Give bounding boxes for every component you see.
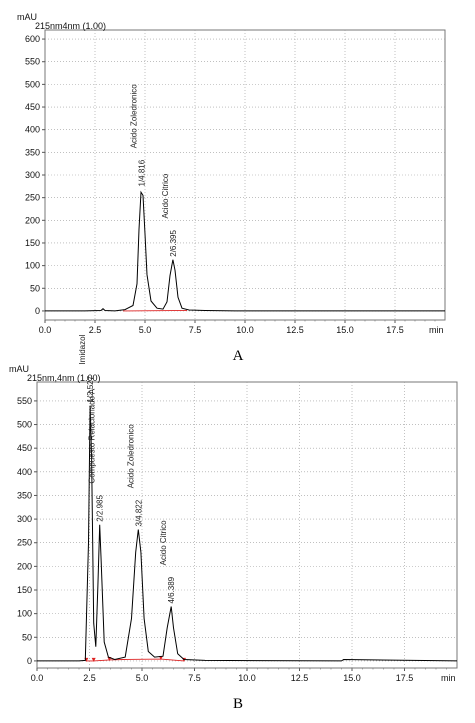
panel-b-y-tick-label: 150	[17, 585, 32, 595]
peak-compound-name: Imidazol	[78, 334, 87, 364]
panel-b-y-tick-label: 450	[17, 443, 32, 453]
panel-b-x-ticks: 0.0 2.5 5.0 7.5 10.0 12.5 15.0 17.5	[31, 668, 447, 683]
panel-a-x-tick-label: 5.0	[139, 325, 152, 335]
panel-b-y-tick-label: 400	[17, 467, 32, 477]
panel-b-y-tick-label: 500	[17, 420, 32, 430]
panel-b-y-unit: mAU	[9, 364, 29, 374]
panel-b-grid	[37, 382, 457, 668]
panel-b-x-unit: min	[441, 673, 456, 683]
panel-a-x-unit: min	[429, 325, 444, 335]
panel-b-chromatogram-trace	[37, 405, 458, 662]
panel-a-x-tick-label: 12.5	[286, 325, 304, 335]
integration-marker	[91, 657, 96, 662]
panel-a-y-tick-label: 0	[35, 306, 40, 316]
peak-retention-label: 3/4.822	[134, 499, 143, 526]
panel-a-y-tick-label: 350	[25, 147, 40, 157]
peak-compound-name: Compuesto Relacionado A	[88, 388, 97, 483]
peak-compound-name: Acido Zoledronico	[126, 424, 135, 489]
panel-b-y-tick-label: 100	[17, 609, 32, 619]
panel-b-y-tick-label: 550	[17, 396, 32, 406]
panel-a-y-tick-label: 450	[25, 102, 40, 112]
panel-a-x-tick-label: 17.5	[386, 325, 404, 335]
peak-retention-label: 2/6.395	[169, 229, 178, 256]
panel-b-channel-label: 215nm,4nm (1.00)	[27, 373, 101, 383]
panel-a-x-tick-label: 15.0	[336, 325, 354, 335]
panel-b-chart: 0 50 100 150 200 250 300 350 400 450 500 550 0.0 2.5…	[9, 334, 458, 712]
panel-a-y-tick-label: 300	[25, 170, 40, 180]
integration-baseline-line	[86, 658, 185, 662]
peak-compound-name: Acido Citrico	[161, 173, 170, 218]
panel-a-y-tick-label: 500	[25, 79, 40, 89]
panel-a-chromatogram-trace	[45, 190, 445, 312]
panel-b-y-tick-label: 200	[17, 561, 32, 571]
panel-a-grid	[45, 30, 445, 320]
panel-a-chart: 0 50 100 150 200 250 300 350 400 450 500 550 600 0.0…	[17, 12, 446, 364]
peak-compound-name: Acido Citrico	[159, 520, 168, 565]
panel-b-y-tick-label: 350	[17, 490, 32, 500]
peak-compound-name: Acido Zoledronico	[129, 84, 138, 149]
peak-retention-label: 1/4.816	[137, 159, 146, 186]
peak-retention-label: 4/6.389	[167, 576, 176, 603]
panel-a-x-ticks: 0.0 2.5 5.0 7.5 10.0 12.5 15.0 17.5	[39, 320, 436, 335]
panel-a-x-tick-label: 0.0	[39, 325, 52, 335]
panel-b-x-tick-label: 10.0	[238, 673, 256, 683]
panel-a-y-ticks: 0 50 100 150 200 250 300 350 400 450 500 550 600	[25, 34, 45, 316]
panel-a-y-tick-label: 50	[30, 283, 40, 293]
panel-b-y-tick-label: 250	[17, 538, 32, 548]
panel-b-y-tick-label: 0	[27, 656, 32, 666]
panel-b-x-tick-label: 17.5	[396, 673, 414, 683]
panel-b-section-label: B	[233, 696, 243, 712]
panel-b-x-tick-label: 2.5	[83, 673, 96, 683]
panel-a-y-tick-label: 200	[25, 215, 40, 225]
panel-b-x-tick-label: 7.5	[188, 673, 201, 683]
panel-b-x-tick-label: 0.0	[31, 673, 44, 683]
panel-a-y-tick-label: 600	[25, 34, 40, 44]
panel-a-y-tick-label: 400	[25, 125, 40, 135]
panel-b-x-tick-label: 12.5	[291, 673, 309, 683]
panel-a-x-tick-label: 7.5	[189, 325, 202, 335]
panel-b-y-tick-label: 300	[17, 514, 32, 524]
panel-a-y-tick-label: 100	[25, 261, 40, 271]
panel-a-channel-label: 215nm4nm (1.00)	[35, 21, 106, 31]
peak-retention-label: 1/2.527	[86, 375, 95, 402]
panel-a-y-tick-label: 550	[25, 57, 40, 67]
panel-b-x-tick-label: 15.0	[343, 673, 361, 683]
panel-a-y-tick-label: 250	[25, 193, 40, 203]
panel-a-section-label: A	[233, 348, 244, 364]
panel-a-x-tick-label: 10.0	[236, 325, 254, 335]
panel-a-peak-labels: 1/4.816 Acido Zoledronico 2/6.395 Acido Cit…	[129, 84, 178, 257]
panel-b-y-tick-label: 50	[22, 632, 32, 642]
peak-retention-label: 2/2.985	[96, 495, 105, 522]
panel-b-x-tick-label: 5.0	[136, 673, 149, 683]
panel-a-y-tick-label: 150	[25, 238, 40, 248]
panel-b-peak-labels: 1/2.527 Imidazol 2/2.985 Compuesto Relacion…	[78, 334, 176, 603]
panel-a-x-tick-label: 2.5	[89, 325, 102, 335]
panel-b-integration-baseline	[84, 656, 186, 662]
panel-b-y-ticks: 0 50 100 150 200 250 300 350 400 450 500 550	[17, 396, 37, 666]
panel-a-y-unit: mAU	[17, 12, 37, 22]
